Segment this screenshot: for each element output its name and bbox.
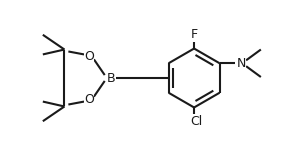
Text: F: F — [191, 28, 198, 41]
Text: Cl: Cl — [190, 115, 202, 128]
Text: N: N — [236, 57, 246, 70]
Text: O: O — [84, 50, 94, 63]
Text: B: B — [106, 71, 115, 85]
Text: O: O — [84, 93, 94, 106]
